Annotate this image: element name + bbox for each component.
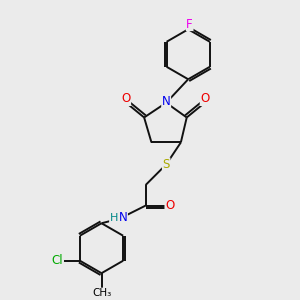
Text: O: O (121, 92, 130, 105)
Text: CH₃: CH₃ (92, 288, 111, 298)
Text: N: N (118, 212, 127, 224)
Text: Cl: Cl (51, 254, 63, 267)
Text: O: O (200, 92, 210, 105)
Text: H: H (110, 213, 118, 223)
Text: O: O (165, 199, 174, 212)
Text: N: N (162, 95, 170, 108)
Text: S: S (163, 158, 170, 171)
Text: F: F (186, 17, 193, 31)
